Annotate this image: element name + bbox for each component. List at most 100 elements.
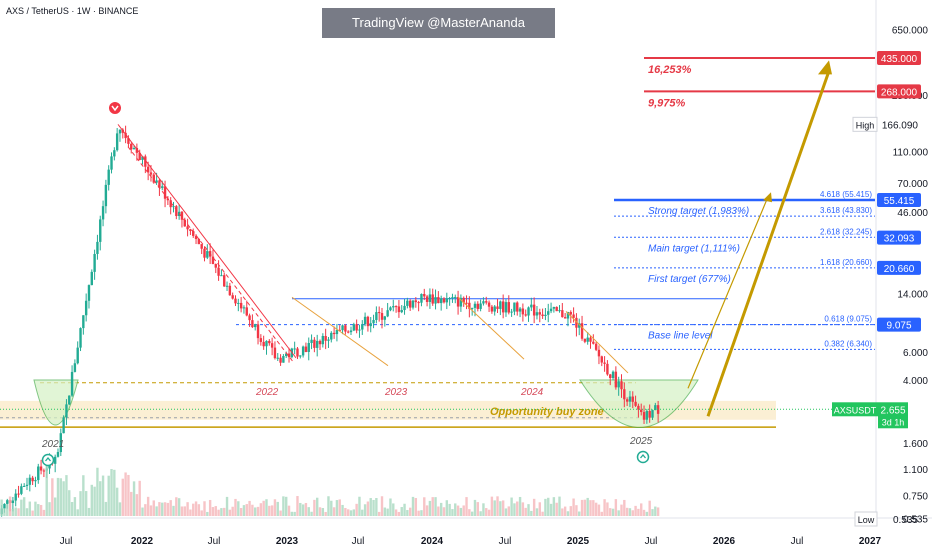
time-tick-label: Jul — [791, 536, 804, 547]
price-tag — [877, 84, 921, 99]
candle-body — [420, 293, 423, 303]
volume-bar — [268, 505, 271, 516]
volume-bar — [186, 502, 189, 516]
candle-body — [138, 152, 141, 160]
price-tick-label: 650.000 — [892, 25, 929, 36]
volume-bar — [366, 501, 370, 516]
candle-body — [431, 294, 434, 304]
fib-label: 2.618 (32.245) — [820, 227, 872, 236]
time-tick-label: 2023 — [276, 536, 299, 547]
price-tick-label: 70.000 — [897, 179, 928, 190]
time-tick-label: 2024 — [421, 536, 444, 547]
target-label: Strong target (1,983%) — [648, 206, 749, 217]
volume-bar — [645, 511, 649, 516]
candle-body — [637, 405, 640, 410]
candle-body — [268, 340, 271, 344]
volume-bar — [389, 498, 392, 516]
candle-body — [363, 316, 367, 325]
candle-body — [17, 493, 20, 495]
high-value: 166.090 — [882, 120, 919, 131]
volume-bar — [541, 511, 544, 516]
volume-bar — [332, 507, 336, 516]
current-price-value: 2.655 — [880, 405, 905, 416]
price-tag-label: 435.000 — [881, 54, 918, 65]
volume-bar — [327, 496, 330, 516]
volume-bar — [197, 504, 201, 516]
candle-body — [65, 404, 68, 418]
candle-body — [642, 412, 646, 420]
volume-bar — [279, 510, 282, 516]
volume-bar — [175, 497, 178, 516]
time-tick-label: 2026 — [713, 536, 736, 547]
candle-body — [507, 302, 510, 313]
volume-bar — [189, 509, 192, 516]
bowl-2021 — [33, 379, 79, 426]
volume-bar — [79, 491, 82, 516]
candle-body — [228, 285, 232, 296]
volume-bar — [53, 497, 57, 516]
candle-body — [654, 405, 657, 411]
time-tick-label: Jul — [352, 536, 365, 547]
candle-body — [335, 329, 339, 335]
volume-bar — [3, 508, 6, 516]
volume-bar — [428, 500, 432, 516]
volume-bar — [62, 481, 65, 516]
fib-label: 4.618 (55.415) — [820, 190, 872, 199]
volume-bar — [439, 502, 443, 516]
secondary-arrowhead — [763, 192, 772, 203]
candle-body — [124, 132, 127, 139]
volume-bar — [527, 504, 530, 516]
symbol-tag — [832, 402, 878, 417]
candle-body — [541, 314, 544, 317]
candle-body — [265, 340, 268, 347]
price-tag-label: 55.415 — [884, 196, 915, 207]
candle-body — [513, 302, 516, 312]
year-label: 2025 — [629, 436, 653, 447]
volume-bar — [578, 511, 581, 516]
candle-body — [358, 329, 361, 331]
price-tick-label: 1.600 — [903, 439, 928, 450]
candle-body — [375, 312, 378, 320]
volume-bar — [324, 511, 327, 516]
candle-body — [321, 335, 325, 345]
volume-bar — [93, 486, 96, 516]
candle-body — [425, 296, 429, 302]
candle-body — [352, 324, 356, 331]
candle-body — [256, 324, 260, 339]
candle-body — [617, 381, 620, 388]
countdown-label: 3d 1h — [882, 417, 905, 427]
price-tick-label: 14.000 — [897, 290, 928, 301]
candle-body — [611, 371, 615, 378]
candle-body — [586, 337, 589, 342]
volume-bar — [651, 509, 654, 516]
candle-body — [462, 297, 465, 303]
candle-body — [575, 317, 578, 328]
price-tick-label: 0.535 — [903, 515, 928, 526]
volume-bar — [48, 502, 51, 516]
volume-bar — [634, 505, 637, 516]
local-downtrend — [565, 311, 629, 374]
volume-bar — [521, 502, 525, 516]
volume-bar — [282, 496, 285, 516]
candle-body — [369, 323, 372, 327]
candle-body — [383, 316, 387, 320]
candle-body — [439, 298, 443, 304]
volume-bar — [310, 511, 313, 516]
volume-bar — [501, 500, 505, 516]
candle-body — [524, 314, 527, 316]
price-tag — [877, 317, 921, 332]
candle-body — [299, 355, 302, 357]
volume-bar — [496, 496, 499, 516]
volume-bar — [183, 506, 186, 516]
candle-body — [234, 298, 237, 304]
candle-body — [451, 297, 454, 299]
candle-body — [161, 186, 164, 188]
volume-bar — [84, 491, 88, 516]
candle-body — [561, 310, 564, 318]
candle-body — [101, 206, 105, 220]
volume-bar — [454, 503, 457, 516]
volume-bar — [59, 478, 63, 516]
candle-body — [468, 302, 471, 309]
candle-body — [220, 275, 223, 277]
